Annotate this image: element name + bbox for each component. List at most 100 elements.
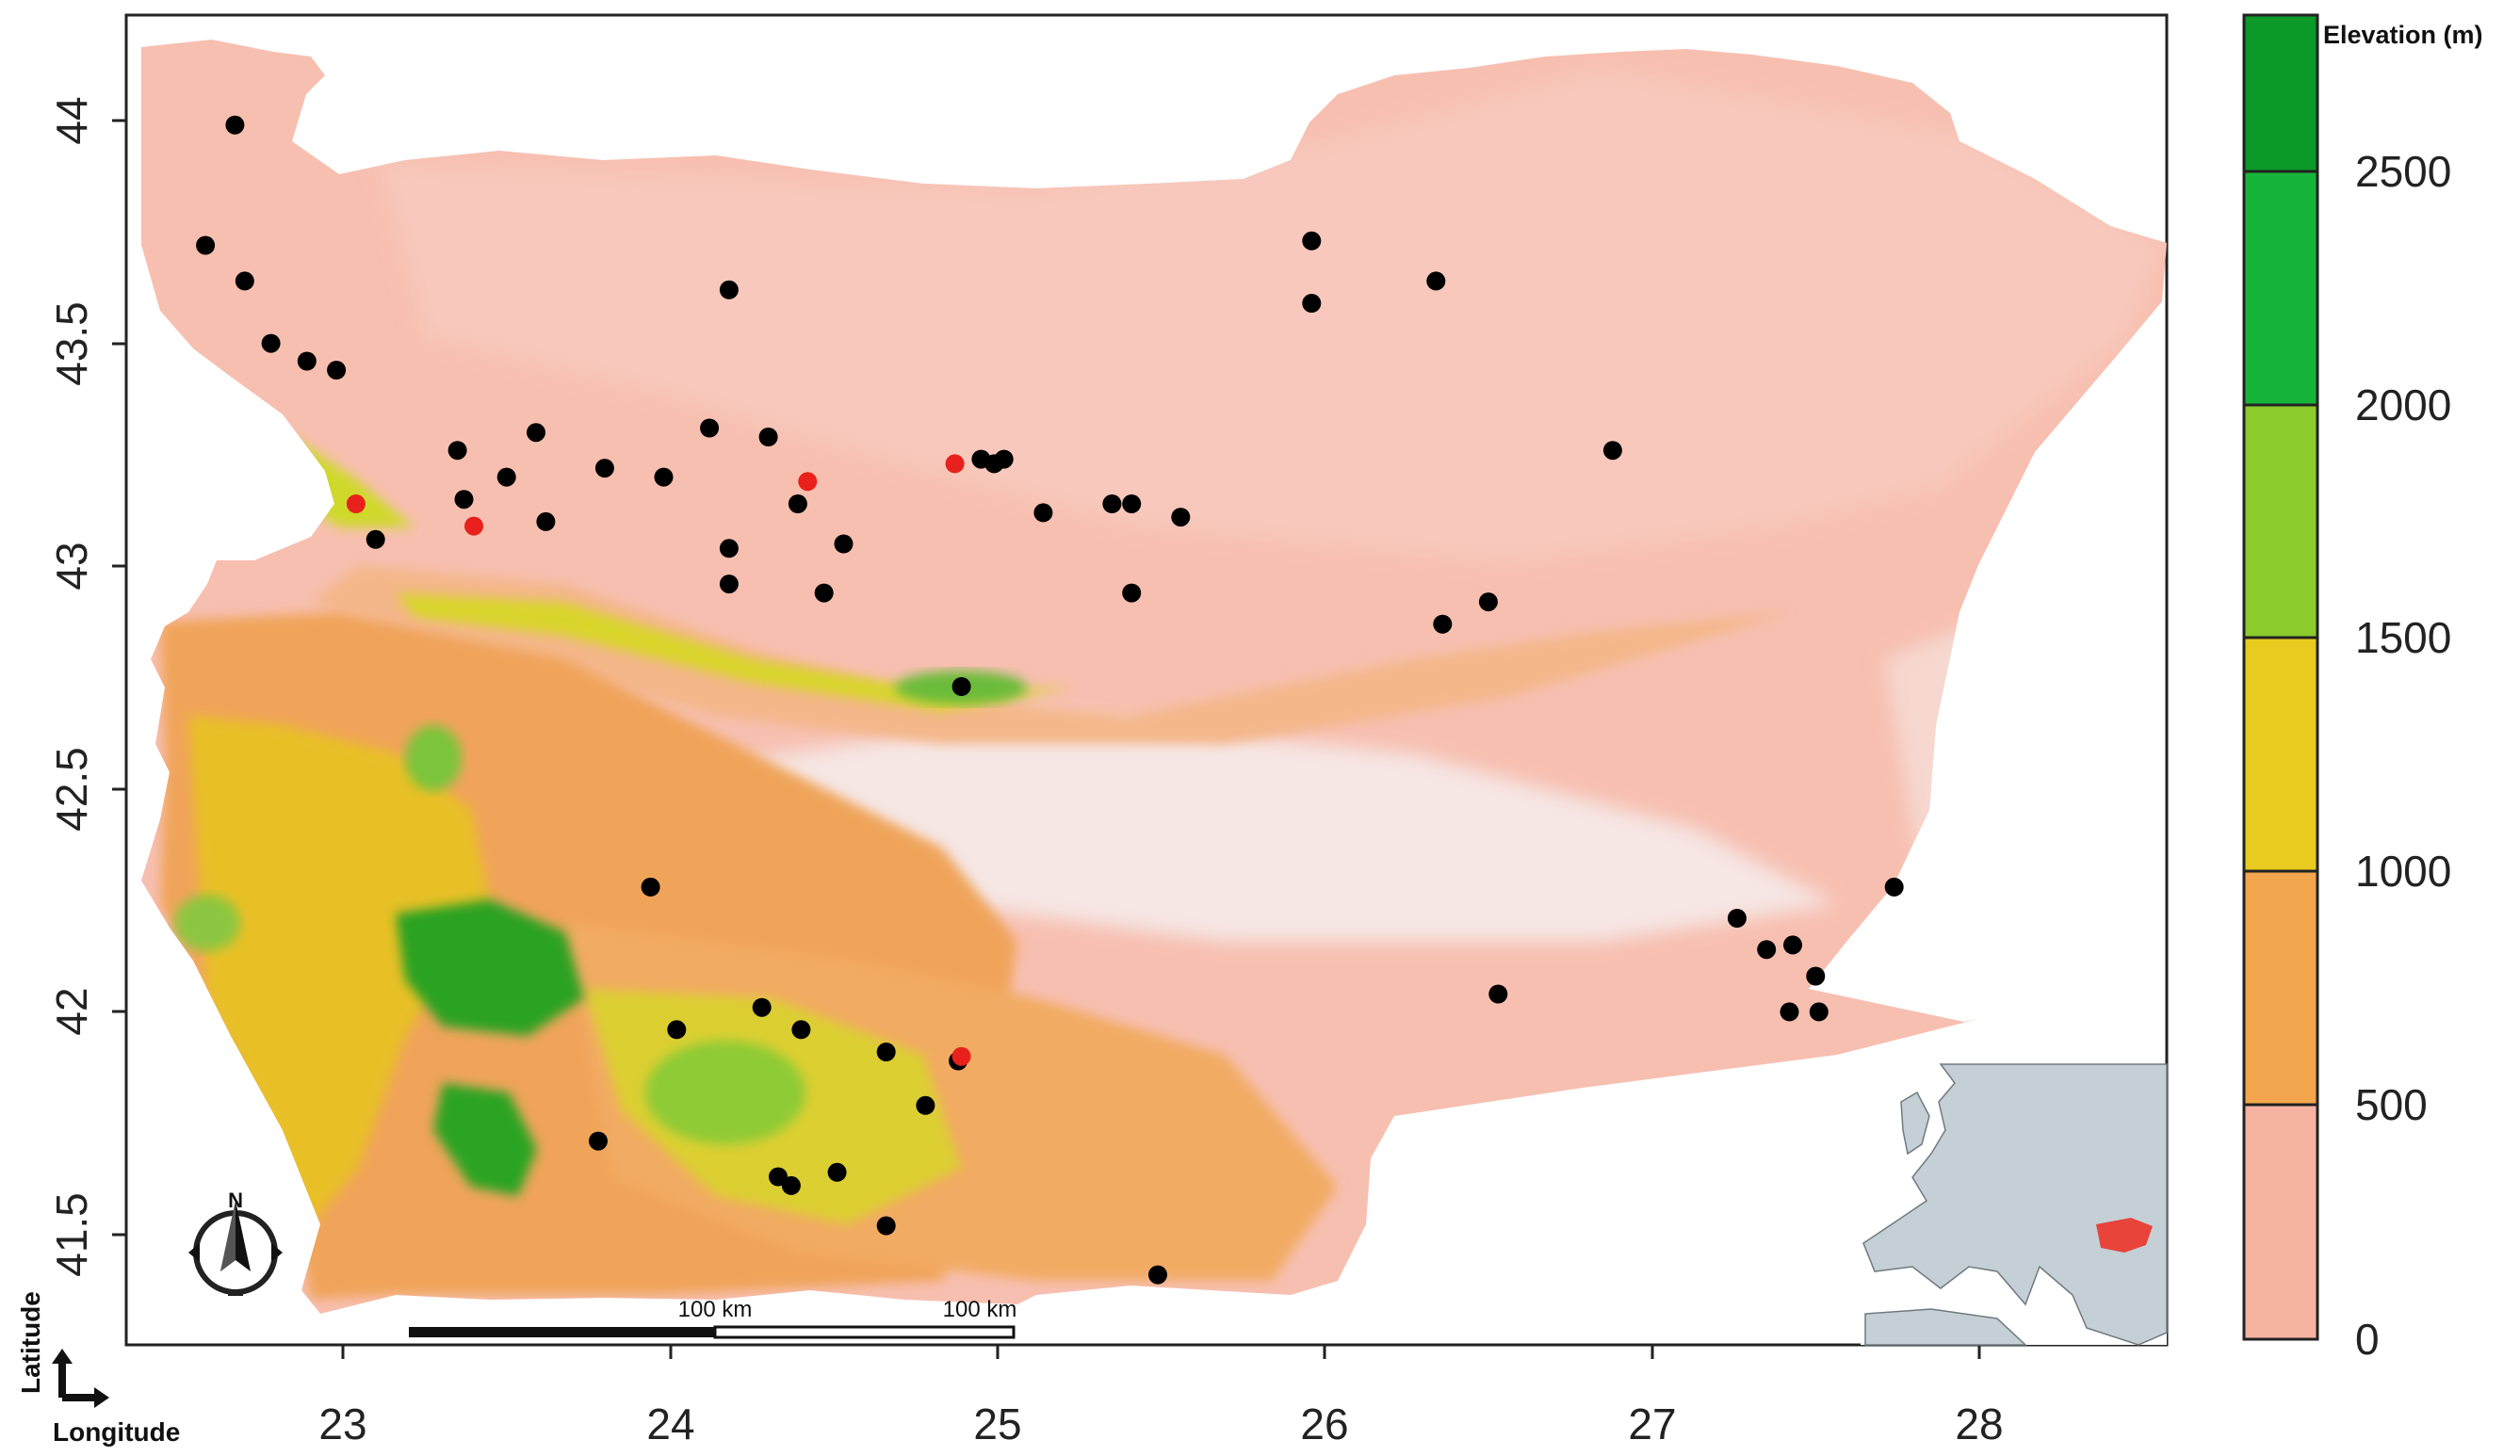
- sample-point-black: [1488, 984, 1508, 1004]
- sample-point-black: [1727, 909, 1747, 928]
- colorbar-2500-top: [2244, 15, 2317, 171]
- sample-point-black: [594, 459, 614, 478]
- sample-point-black: [496, 467, 516, 487]
- north-label: N: [228, 1189, 243, 1212]
- y-tick-label: 42: [47, 987, 96, 1035]
- sample-point-black: [454, 490, 474, 510]
- vitosha-peak: [405, 725, 462, 791]
- legend-tick: 500: [2355, 1080, 2428, 1129]
- sample-point-black: [719, 574, 739, 594]
- sample-point-black: [225, 115, 245, 135]
- elevation-colorbar: Elevation (m) 2500 2000 1500 1000 500 0: [2242, 13, 2483, 1364]
- sample-point-black: [1757, 940, 1777, 960]
- sample-point-black: [654, 467, 674, 487]
- sample-point-black: [1884, 877, 1904, 897]
- sample-point-black: [1602, 441, 1622, 461]
- legend-tick: 0: [2355, 1315, 2380, 1364]
- sample-point-black: [781, 1175, 801, 1195]
- y-tick-label: 41.5: [47, 1192, 96, 1277]
- sample-point-black: [1478, 592, 1498, 612]
- britain-landmass: [1900, 1091, 1930, 1156]
- legend-tick: 1000: [2355, 847, 2451, 896]
- x-tick-label: 24: [646, 1399, 694, 1448]
- sample-point-black: [1302, 231, 1322, 251]
- sample-point-black: [1433, 614, 1453, 634]
- sample-point-black: [916, 1095, 935, 1115]
- europe-inset-map: [1861, 1063, 2168, 1346]
- sample-point-red: [945, 454, 965, 474]
- y-axis: 44 43.5 43 42.5 42 41.5: [47, 96, 126, 1277]
- sample-point-black: [1148, 1265, 1167, 1285]
- sample-point-black: [1033, 503, 1053, 523]
- sample-point-black: [827, 1162, 847, 1182]
- sample-point-black: [366, 529, 385, 549]
- sample-point-black: [297, 351, 317, 371]
- bulgaria-highlight: [2096, 1218, 2153, 1253]
- sample-point-black: [1302, 294, 1322, 313]
- sample-point-black: [1122, 494, 1142, 513]
- sample-point-black: [758, 428, 778, 446]
- sample-point-black: [876, 1216, 896, 1236]
- x-tick-label: 25: [973, 1399, 1021, 1448]
- y-tick-label: 42.5: [47, 747, 96, 832]
- north-arrow-icon: N: [188, 1189, 283, 1296]
- legend-tick: 1500: [2355, 613, 2451, 662]
- balkan-foothills: [311, 565, 1790, 744]
- europe-landmass: [1862, 1063, 2168, 1346]
- sample-point-black: [700, 418, 720, 438]
- x-tick-label: 23: [318, 1399, 366, 1448]
- sample-point-black: [196, 235, 216, 255]
- sample-point-black: [719, 280, 739, 299]
- y-axis-label: Latitude: [16, 1291, 45, 1394]
- scale-label-100km-end: 100 km: [943, 1297, 1017, 1322]
- sample-point-black: [1780, 1002, 1799, 1022]
- x-tick-label: 28: [1955, 1399, 2003, 1448]
- red-point-layer: [346, 454, 971, 1066]
- sample-point-black: [327, 361, 347, 380]
- sample-point-black: [1426, 271, 1446, 291]
- sample-point-black: [1171, 508, 1191, 527]
- axis-corner-arrow-icon: [52, 1349, 109, 1408]
- sample-point-black: [527, 423, 545, 443]
- sample-point-black: [261, 333, 281, 353]
- sample-point-black: [589, 1131, 608, 1151]
- sample-point-black: [1122, 583, 1142, 603]
- sample-point-red: [951, 1046, 971, 1066]
- y-tick-label: 43: [47, 542, 96, 590]
- sample-point-black: [641, 877, 660, 897]
- pirin-massif: [433, 1083, 537, 1196]
- sample-point-black: [951, 677, 971, 696]
- x-tick-label: 26: [1300, 1399, 1348, 1448]
- rhodopes-high: [645, 1041, 805, 1144]
- legend-title: Elevation (m): [2323, 21, 2483, 49]
- sample-point-red: [798, 472, 818, 492]
- sample-point-black: [1809, 1002, 1829, 1022]
- danube-plain: [377, 66, 2167, 565]
- sample-point-black: [719, 539, 739, 558]
- sample-point-black: [834, 534, 854, 554]
- x-tick-label: 27: [1628, 1399, 1676, 1448]
- legend-tick: 2000: [2355, 380, 2451, 429]
- sample-point-black: [667, 1020, 687, 1040]
- colorbar-1500-2000: [2244, 405, 2317, 638]
- sample-point-black: [791, 1020, 811, 1040]
- sample-point-black: [788, 494, 807, 513]
- sample-point-black: [235, 271, 254, 291]
- sample-point-black: [994, 449, 1014, 469]
- y-tick-label: 44: [47, 96, 96, 144]
- scale-label-100km: 100 km: [678, 1297, 753, 1322]
- colorbar-0-500: [2244, 1105, 2317, 1339]
- sample-point-black: [1102, 494, 1122, 513]
- scale-bar: 100 km 100 km: [409, 1297, 1017, 1339]
- osogovo-peak: [174, 895, 240, 951]
- x-axis: 23 24 25 26 27 28: [318, 1345, 2004, 1448]
- sample-point-black: [1806, 966, 1826, 986]
- legend-tick: 2500: [2355, 147, 2451, 196]
- sample-point-red: [464, 516, 483, 536]
- colorbar-2000-2500: [2244, 171, 2317, 405]
- sample-point-black: [752, 997, 772, 1017]
- rila-massif: [396, 899, 584, 1036]
- colorbar-500-1000: [2244, 871, 2317, 1105]
- y-tick-label: 43.5: [47, 301, 96, 386]
